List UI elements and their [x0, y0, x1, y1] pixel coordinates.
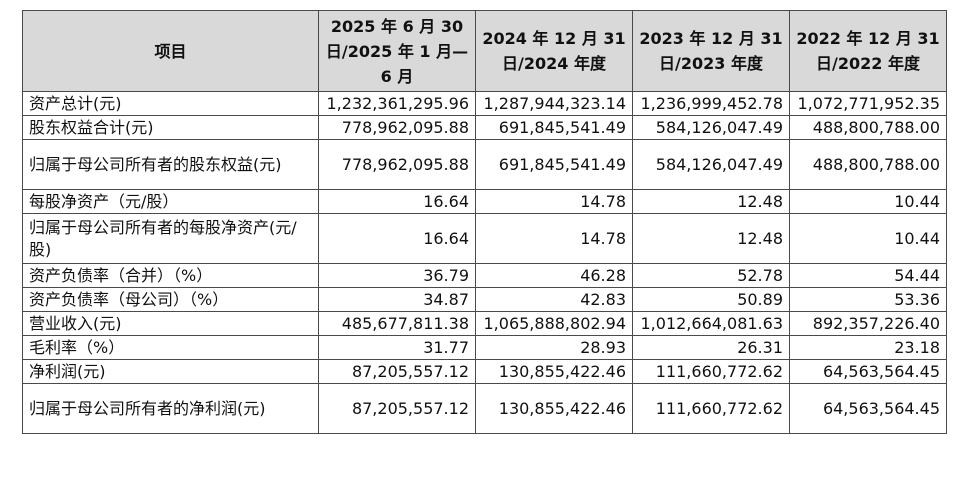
row-value: 64,563,564.45: [789, 359, 947, 384]
table-row: 每股净资产（元/股） 16.64 14.78 12.48 10.44: [22, 189, 947, 214]
row-value: 28.93: [475, 335, 633, 360]
row-value: 16.64: [318, 189, 476, 214]
row-value: 52.78: [632, 263, 790, 288]
table-header: 项目 2025 年 6 月 30 日/2025 年 1 月—6 月 2024 年…: [22, 10, 947, 92]
row-value: 46.28: [475, 263, 633, 288]
row-value: 87,205,557.12: [318, 383, 476, 434]
row-label: 归属于母公司所有者的股东权益(元): [22, 139, 319, 190]
row-value: 34.87: [318, 287, 476, 312]
row-value: 691,845,541.49: [475, 115, 633, 140]
table-row: 归属于母公司所有者的净利润(元) 87,205,557.12 130,855,422…: [22, 383, 947, 434]
row-label: 净利润(元): [22, 359, 319, 384]
row-label: 每股净资产（元/股）: [22, 189, 319, 214]
row-value: 130,855,422.46: [475, 383, 633, 434]
row-value: 584,126,047.49: [632, 115, 790, 140]
row-value: 778,962,095.88: [318, 139, 476, 190]
row-value: 1,287,944,323.14: [475, 91, 633, 116]
row-value: 1,232,361,295.96: [318, 91, 476, 116]
row-value: 14.78: [475, 213, 633, 264]
header-period-2022: 2022 年 12 月 31 日/2022 年度: [789, 10, 947, 92]
header-period-2024: 2024 年 12 月 31 日/2024 年度: [475, 10, 633, 92]
row-value: 778,962,095.88: [318, 115, 476, 140]
header-period-2025h1: 2025 年 6 月 30 日/2025 年 1 月—6 月: [318, 10, 476, 92]
row-label: 股东权益合计(元): [22, 115, 319, 140]
row-value: 485,677,811.38: [318, 311, 476, 336]
table-row: 毛利率（%） 31.77 28.93 26.31 23.18: [22, 335, 947, 360]
row-value: 10.44: [789, 213, 947, 264]
row-label: 营业收入(元): [22, 311, 319, 336]
row-value: 1,012,664,081.63: [632, 311, 790, 336]
row-value: 892,357,226.40: [789, 311, 947, 336]
row-value: 111,660,772.62: [632, 383, 790, 434]
row-value: 488,800,788.00: [789, 115, 947, 140]
row-value: 130,855,422.46: [475, 359, 633, 384]
row-label: 资产总计(元): [22, 91, 319, 116]
table-body: 资产总计(元) 1,232,361,295.96 1,287,944,323.14 1…: [22, 91, 947, 434]
table-row: 净利润(元) 87,205,557.12 130,855,422.46 111,660…: [22, 359, 947, 384]
row-value: 16.64: [318, 213, 476, 264]
table-row: 资产负债率（合并）（%） 36.79 46.28 52.78 54.44: [22, 263, 947, 288]
row-value: 488,800,788.00: [789, 139, 947, 190]
row-value: 87,205,557.12: [318, 359, 476, 384]
row-value: 36.79: [318, 263, 476, 288]
row-value: 54.44: [789, 263, 947, 288]
row-value: 1,236,999,452.78: [632, 91, 790, 116]
row-value: 12.48: [632, 213, 790, 264]
row-value: 64,563,564.45: [789, 383, 947, 434]
header-item: 项目: [22, 10, 319, 92]
row-value: 1,072,771,952.35: [789, 91, 947, 116]
row-label: 资产负债率（合并）（%）: [22, 263, 319, 288]
row-value: 31.77: [318, 335, 476, 360]
row-value: 50.89: [632, 287, 790, 312]
table-row: 归属于母公司所有者的股东权益(元) 778,962,095.88 691,845,5…: [22, 139, 947, 190]
row-value: 12.48: [632, 189, 790, 214]
row-value: 42.83: [475, 287, 633, 312]
header-period-2023: 2023 年 12 月 31 日/2023 年度: [632, 10, 790, 92]
row-value: 691,845,541.49: [475, 139, 633, 190]
table-row: 营业收入(元) 485,677,811.38 1,065,888,802.94 1,0…: [22, 311, 947, 336]
row-label: 归属于母公司所有者的净利润(元): [22, 383, 319, 434]
row-value: 1,065,888,802.94: [475, 311, 633, 336]
row-value: 53.36: [789, 287, 947, 312]
row-value: 10.44: [789, 189, 947, 214]
table-row: 资产负债率（母公司）（%） 34.87 42.83 50.89 53.36: [22, 287, 947, 312]
row-label: 资产负债率（母公司）（%）: [22, 287, 319, 312]
row-value: 26.31: [632, 335, 790, 360]
table-row: 资产总计(元) 1,232,361,295.96 1,287,944,323.14 1…: [22, 91, 947, 116]
table-row: 归属于母公司所有者的每股净资产(元/股) 16.64 14.78 12.48 10.44: [22, 213, 947, 264]
header-row: 项目 2025 年 6 月 30 日/2025 年 1 月—6 月 2024 年…: [22, 10, 947, 92]
row-value: 584,126,047.49: [632, 139, 790, 190]
row-value: 23.18: [789, 335, 947, 360]
row-value: 14.78: [475, 189, 633, 214]
row-label: 毛利率（%）: [22, 335, 319, 360]
row-label: 归属于母公司所有者的每股净资产(元/股): [22, 213, 319, 264]
row-value: 111,660,772.62: [632, 359, 790, 384]
table-row: 股东权益合计(元) 778,962,095.88 691,845,541.49 584…: [22, 115, 947, 140]
financial-data-table: 项目 2025 年 6 月 30 日/2025 年 1 月—6 月 2024 年…: [22, 10, 947, 434]
